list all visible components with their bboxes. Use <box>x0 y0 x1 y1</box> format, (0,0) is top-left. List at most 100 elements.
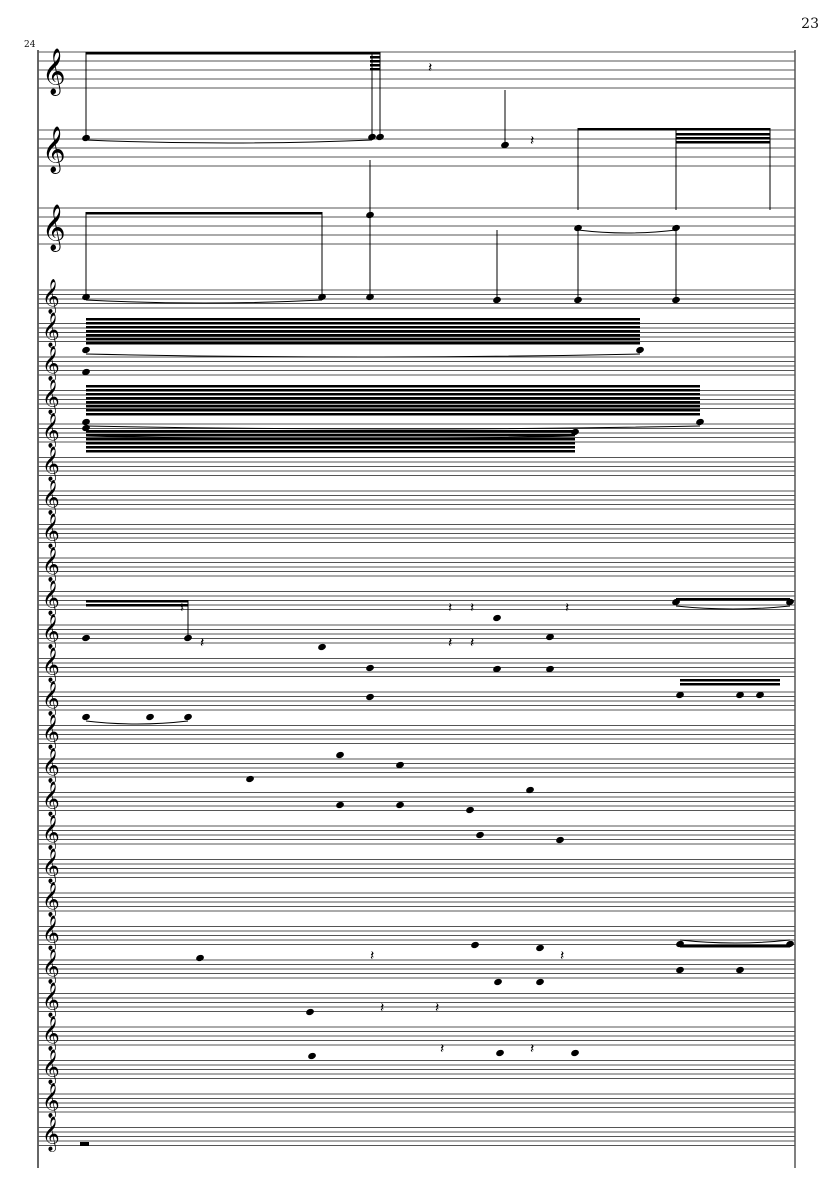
note-head <box>82 134 90 142</box>
beam <box>680 679 780 682</box>
note-head <box>308 1052 316 1060</box>
note-head <box>786 598 794 606</box>
note-head <box>501 141 509 149</box>
treble-clef-icon: 𝄞 <box>42 1083 60 1119</box>
beam <box>86 450 575 453</box>
rest-icon: 𝄽 <box>440 1041 444 1057</box>
treble-clef-icon: 𝄞 <box>42 648 60 684</box>
beam <box>86 330 640 333</box>
note-head <box>571 428 579 436</box>
tie <box>85 720 189 725</box>
beam <box>86 413 700 416</box>
treble-clef-icon: 𝄞 <box>42 380 60 416</box>
beam <box>370 64 380 67</box>
treble-clef-icon: 𝄞 <box>42 48 66 96</box>
note-head <box>396 801 404 809</box>
treble-clef-icon: 𝄞 <box>42 204 66 252</box>
treble-clef-icon: 𝄞 <box>42 1117 60 1153</box>
beam <box>86 401 700 404</box>
beam <box>86 338 640 341</box>
rest-icon: 𝄽 <box>370 948 374 964</box>
rest-icon: 𝄽 <box>200 635 204 651</box>
rest-icon: 𝄽 <box>565 600 569 616</box>
note-head <box>471 941 479 949</box>
note-head <box>493 665 501 673</box>
beam <box>86 604 188 607</box>
note-head <box>526 786 534 794</box>
note-head <box>376 133 384 141</box>
note-head <box>496 1049 504 1057</box>
beam <box>86 389 700 392</box>
tie <box>85 353 641 358</box>
note-head <box>756 691 764 699</box>
note-head <box>536 978 544 986</box>
rest-icon: 𝄽 <box>470 635 474 651</box>
note-head <box>571 1049 579 1057</box>
note-head <box>546 665 554 673</box>
note-head <box>318 643 326 651</box>
note-head <box>246 775 254 783</box>
beam <box>86 326 640 329</box>
treble-clef-icon: 𝄞 <box>42 514 60 550</box>
note-head <box>82 293 90 301</box>
note-head <box>82 713 90 721</box>
note-head <box>536 944 544 952</box>
treble-clef-icon: 𝄞 <box>42 614 60 650</box>
beam <box>86 446 575 449</box>
beam <box>676 133 770 136</box>
measure-number: 24 <box>24 40 36 50</box>
note-head <box>672 598 680 606</box>
beam <box>86 442 575 445</box>
beam <box>680 945 790 948</box>
rest-icon: 𝄽 <box>530 1041 534 1057</box>
note-head <box>676 966 684 974</box>
rest-icon: 𝄽 <box>380 1000 384 1016</box>
rest-icon: 𝄽 <box>180 600 184 616</box>
beam <box>86 52 380 55</box>
beam <box>578 128 770 131</box>
treble-clef-icon: 𝄞 <box>42 313 60 349</box>
note-head <box>396 761 404 769</box>
note-head <box>366 664 374 672</box>
beam <box>86 318 640 321</box>
note-head <box>736 966 744 974</box>
treble-clef-icon: 𝄞 <box>42 1016 60 1052</box>
note-head <box>476 831 484 839</box>
note-head <box>696 418 704 426</box>
beam <box>86 405 700 408</box>
note-head <box>676 691 684 699</box>
note-head <box>82 368 90 376</box>
beam <box>86 212 322 215</box>
treble-clef-icon: 𝄞 <box>42 1050 60 1086</box>
beam <box>676 598 790 601</box>
treble-clef-icon: 𝄞 <box>42 815 60 851</box>
beam <box>86 385 700 388</box>
tie <box>85 139 373 144</box>
note-head <box>184 713 192 721</box>
beam <box>370 60 380 63</box>
tie <box>679 939 791 944</box>
beam <box>370 68 380 71</box>
note-head <box>82 418 90 426</box>
treble-clef-icon: 𝄞 <box>42 949 60 985</box>
treble-clef-icon: 𝄞 <box>42 447 60 483</box>
beam <box>680 683 780 686</box>
whole-rest <box>80 1142 89 1146</box>
beam <box>370 56 380 59</box>
treble-clef-icon: 𝄞 <box>42 547 60 583</box>
treble-clef-icon: 𝄞 <box>42 681 60 717</box>
tie <box>85 435 576 440</box>
rest-icon: 𝄽 <box>435 1000 439 1016</box>
treble-clef-icon: 𝄞 <box>42 849 60 885</box>
note-head <box>318 293 326 301</box>
note-head <box>636 346 644 354</box>
rest-icon: 𝄽 <box>530 133 534 149</box>
beam <box>86 600 188 603</box>
note-head <box>494 978 502 986</box>
note-head <box>368 133 376 141</box>
beam <box>86 430 575 433</box>
treble-clef-icon: 𝄞 <box>42 279 60 315</box>
rest-icon: 𝄽 <box>560 948 564 964</box>
beam <box>86 393 700 396</box>
beam <box>86 397 700 400</box>
